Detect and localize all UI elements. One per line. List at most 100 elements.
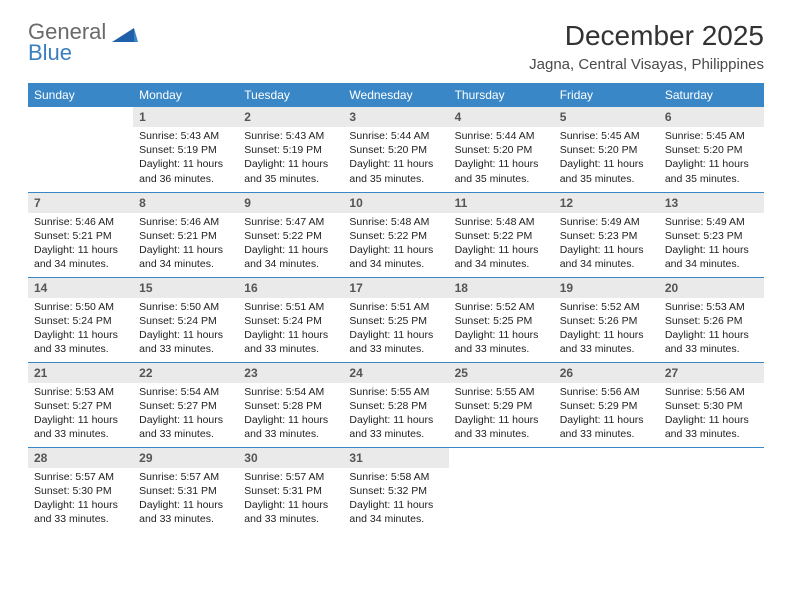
sunset-text: Sunset: 5:22 PM [349,229,442,243]
day-content: Sunrise: 5:54 AMSunset: 5:28 PMDaylight:… [238,383,343,446]
daylight-line1: Daylight: 11 hours [244,328,337,342]
sunrise-text: Sunrise: 5:57 AM [34,470,127,484]
calendar-day-cell: 3Sunrise: 5:44 AMSunset: 5:20 PMDaylight… [343,107,448,192]
daylight-line1: Daylight: 11 hours [560,243,653,257]
daylight-line1: Daylight: 11 hours [455,413,548,427]
day-content: Sunrise: 5:56 AMSunset: 5:29 PMDaylight:… [554,383,659,446]
sunset-text: Sunset: 5:24 PM [139,314,232,328]
weekday-header: Wednesday [343,83,448,107]
calendar-empty-cell [449,447,554,532]
day-number: 31 [343,448,448,468]
sunrise-text: Sunrise: 5:47 AM [244,215,337,229]
sunset-text: Sunset: 5:20 PM [349,143,442,157]
day-content: Sunrise: 5:48 AMSunset: 5:22 PMDaylight:… [449,213,554,276]
calendar-day-cell: 5Sunrise: 5:45 AMSunset: 5:20 PMDaylight… [554,107,659,192]
daylight-line2: and 33 minutes. [34,512,127,526]
daylight-line2: and 33 minutes. [455,342,548,356]
sunrise-text: Sunrise: 5:55 AM [349,385,442,399]
sunset-text: Sunset: 5:29 PM [560,399,653,413]
calendar-day-cell: 20Sunrise: 5:53 AMSunset: 5:26 PMDayligh… [659,277,764,362]
calendar-day-cell: 27Sunrise: 5:56 AMSunset: 5:30 PMDayligh… [659,362,764,447]
day-content: Sunrise: 5:44 AMSunset: 5:20 PMDaylight:… [343,127,448,190]
calendar-day-cell: 16Sunrise: 5:51 AMSunset: 5:24 PMDayligh… [238,277,343,362]
sunrise-text: Sunrise: 5:51 AM [349,300,442,314]
page-header: General Blue December 2025 Jagna, Centra… [28,20,764,73]
sunrise-text: Sunrise: 5:56 AM [665,385,758,399]
weekday-header: Friday [554,83,659,107]
daylight-line2: and 33 minutes. [139,427,232,441]
daylight-line1: Daylight: 11 hours [139,413,232,427]
day-number: 28 [28,448,133,468]
sunrise-text: Sunrise: 5:48 AM [455,215,548,229]
sunrise-text: Sunrise: 5:46 AM [34,215,127,229]
sunset-text: Sunset: 5:23 PM [560,229,653,243]
daylight-line2: and 35 minutes. [349,172,442,186]
sunset-text: Sunset: 5:29 PM [455,399,548,413]
daylight-line1: Daylight: 11 hours [34,328,127,342]
daylight-line2: and 33 minutes. [665,427,758,441]
daylight-line1: Daylight: 11 hours [139,157,232,171]
day-number: 11 [449,193,554,213]
brand-logo: General Blue [28,20,138,64]
daylight-line1: Daylight: 11 hours [34,413,127,427]
daylight-line1: Daylight: 11 hours [349,328,442,342]
calendar-empty-cell [659,447,764,532]
calendar-week-row: 21Sunrise: 5:53 AMSunset: 5:27 PMDayligh… [28,362,764,447]
calendar-day-cell: 2Sunrise: 5:43 AMSunset: 5:19 PMDaylight… [238,107,343,192]
daylight-line1: Daylight: 11 hours [139,243,232,257]
sunset-text: Sunset: 5:19 PM [139,143,232,157]
sunset-text: Sunset: 5:28 PM [244,399,337,413]
calendar-day-cell: 19Sunrise: 5:52 AMSunset: 5:26 PMDayligh… [554,277,659,362]
calendar-day-cell: 30Sunrise: 5:57 AMSunset: 5:31 PMDayligh… [238,447,343,532]
day-content: Sunrise: 5:57 AMSunset: 5:30 PMDaylight:… [28,468,133,531]
brand-triangle-icon [112,26,138,49]
daylight-line1: Daylight: 11 hours [665,157,758,171]
daylight-line2: and 33 minutes. [139,512,232,526]
day-content: Sunrise: 5:49 AMSunset: 5:23 PMDaylight:… [659,213,764,276]
daylight-line2: and 33 minutes. [244,427,337,441]
day-number: 23 [238,363,343,383]
calendar-day-cell: 21Sunrise: 5:53 AMSunset: 5:27 PMDayligh… [28,362,133,447]
calendar-day-cell: 14Sunrise: 5:50 AMSunset: 5:24 PMDayligh… [28,277,133,362]
calendar-day-cell: 15Sunrise: 5:50 AMSunset: 5:24 PMDayligh… [133,277,238,362]
sunset-text: Sunset: 5:24 PM [34,314,127,328]
sunrise-text: Sunrise: 5:57 AM [139,470,232,484]
day-number: 22 [133,363,238,383]
sunset-text: Sunset: 5:26 PM [560,314,653,328]
sunrise-text: Sunrise: 5:50 AM [34,300,127,314]
calendar-day-cell: 10Sunrise: 5:48 AMSunset: 5:22 PMDayligh… [343,192,448,277]
day-number: 6 [659,107,764,127]
sunset-text: Sunset: 5:20 PM [665,143,758,157]
day-number: 15 [133,278,238,298]
sunset-text: Sunset: 5:22 PM [455,229,548,243]
calendar-week-row: 1Sunrise: 5:43 AMSunset: 5:19 PMDaylight… [28,107,764,192]
daylight-line2: and 33 minutes. [560,342,653,356]
daylight-line2: and 33 minutes. [34,427,127,441]
daylight-line2: and 35 minutes. [665,172,758,186]
daylight-line1: Daylight: 11 hours [34,498,127,512]
sunrise-text: Sunrise: 5:55 AM [455,385,548,399]
day-number: 12 [554,193,659,213]
calendar-day-cell: 18Sunrise: 5:52 AMSunset: 5:25 PMDayligh… [449,277,554,362]
weekday-header: Sunday [28,83,133,107]
daylight-line2: and 34 minutes. [34,257,127,271]
calendar-day-cell: 13Sunrise: 5:49 AMSunset: 5:23 PMDayligh… [659,192,764,277]
calendar-head: SundayMondayTuesdayWednesdayThursdayFrid… [28,83,764,107]
daylight-line2: and 34 minutes. [244,257,337,271]
daylight-line2: and 33 minutes. [244,512,337,526]
daylight-line1: Daylight: 11 hours [139,328,232,342]
daylight-line2: and 33 minutes. [139,342,232,356]
day-content: Sunrise: 5:49 AMSunset: 5:23 PMDaylight:… [554,213,659,276]
calendar-day-cell: 29Sunrise: 5:57 AMSunset: 5:31 PMDayligh… [133,447,238,532]
sunset-text: Sunset: 5:19 PM [244,143,337,157]
daylight-line2: and 34 minutes. [139,257,232,271]
day-content: Sunrise: 5:45 AMSunset: 5:20 PMDaylight:… [554,127,659,190]
daylight-line1: Daylight: 11 hours [560,413,653,427]
day-number: 17 [343,278,448,298]
day-number: 21 [28,363,133,383]
day-number: 9 [238,193,343,213]
daylight-line2: and 34 minutes. [665,257,758,271]
day-number: 20 [659,278,764,298]
sunrise-text: Sunrise: 5:51 AM [244,300,337,314]
sunset-text: Sunset: 5:21 PM [139,229,232,243]
